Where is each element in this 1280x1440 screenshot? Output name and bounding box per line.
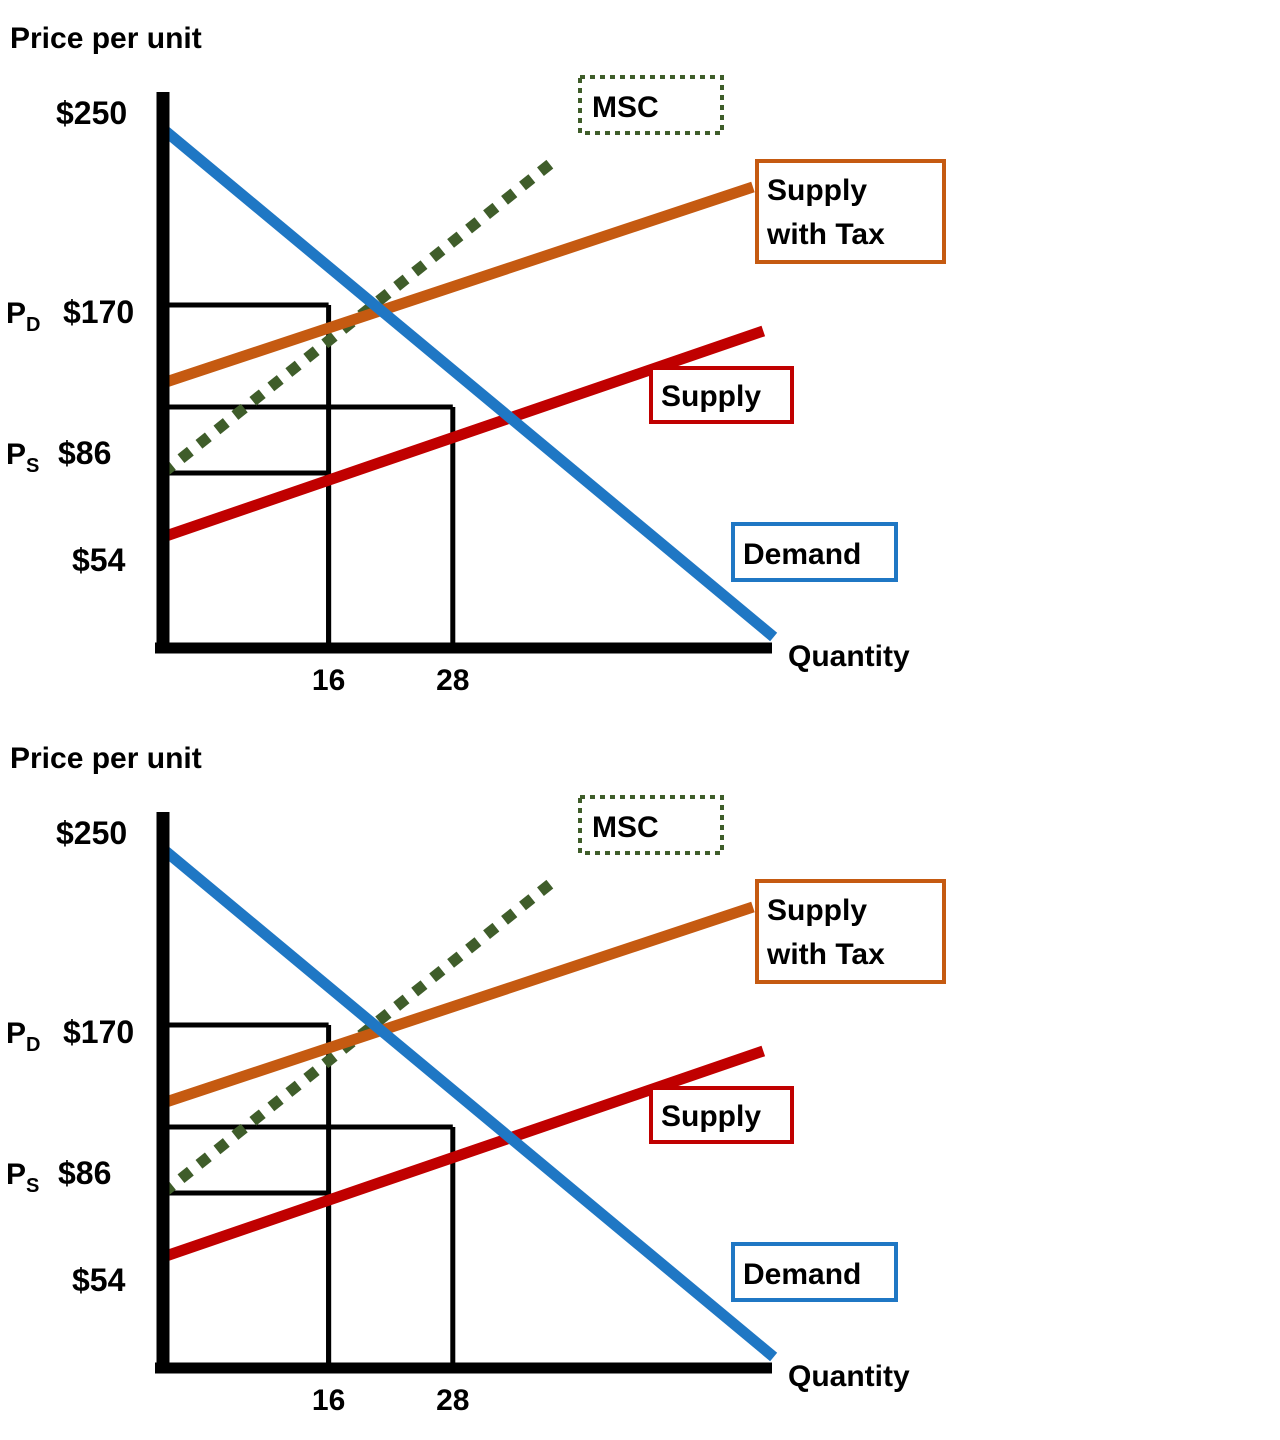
x-tick-label: 16	[312, 1384, 345, 1417]
y-tick-label: $54	[72, 1262, 126, 1298]
price-marker-letter: P	[6, 1017, 26, 1050]
curve-label-text: MSC	[592, 91, 659, 124]
x-axis-title: Quantity	[788, 640, 910, 673]
price-marker-subscript: S	[26, 455, 39, 477]
x-tick-label: 28	[436, 1384, 469, 1417]
label-box-supply-with-tax	[755, 879, 946, 984]
series-line-demand	[159, 124, 778, 642]
series-line-msc	[159, 154, 560, 478]
label-box-demand	[731, 522, 898, 582]
curve-label-text: Supply	[661, 380, 761, 413]
y-tick-label: $54	[72, 542, 126, 578]
label-box-demand	[731, 1242, 898, 1302]
y-axis-title: Price per unit	[10, 22, 202, 55]
y-tick-label: $86	[58, 1155, 111, 1191]
curve-label-text: Demand	[743, 538, 861, 571]
series-line-supply	[161, 325, 766, 543]
curve-label-text: with Tax	[766, 218, 885, 251]
x-axis-title: Quantity	[788, 1360, 910, 1393]
label-box-supply	[649, 1086, 794, 1144]
y-tick-label: $170	[63, 1014, 134, 1050]
x-tick-label: 16	[312, 664, 345, 697]
price-marker-s: PS	[6, 438, 39, 477]
price-marker-d: PD	[6, 1017, 40, 1056]
label-box-supply-with-tax	[755, 159, 946, 264]
price-marker-letter: P	[6, 438, 26, 471]
label-box-msc	[578, 75, 724, 135]
price-marker-letter: P	[6, 297, 26, 330]
y-tick-label: $250	[56, 95, 127, 131]
series-line-msc	[159, 874, 560, 1198]
series-line-supply	[161, 1045, 766, 1263]
curve-label-text: MSC	[592, 811, 659, 844]
series-line-supply-with-tax	[161, 181, 755, 389]
curve-label-text: with Tax	[766, 938, 885, 971]
price-marker-subscript: D	[26, 1034, 40, 1056]
price-marker-letter: P	[6, 1158, 26, 1191]
curve-label-text: Supply	[767, 174, 867, 207]
x-tick-label: 28	[436, 664, 469, 697]
price-marker-subscript: D	[26, 314, 40, 336]
series-line-demand	[159, 844, 778, 1362]
price-marker-s: PS	[6, 1158, 39, 1197]
price-marker-subscript: S	[26, 1175, 39, 1197]
y-axis-title: Price per unit	[10, 742, 202, 775]
y-tick-label: $86	[58, 435, 111, 471]
curve-label-text: Supply	[661, 1100, 761, 1133]
curve-label-text: Supply	[767, 894, 867, 927]
series-line-supply-with-tax	[161, 901, 755, 1109]
label-box-msc	[578, 795, 724, 855]
price-marker-d: PD	[6, 297, 40, 336]
y-tick-label: $170	[63, 294, 134, 330]
label-box-supply	[649, 366, 794, 424]
y-tick-label: $250	[56, 815, 127, 851]
curve-label-text: Demand	[743, 1258, 861, 1291]
